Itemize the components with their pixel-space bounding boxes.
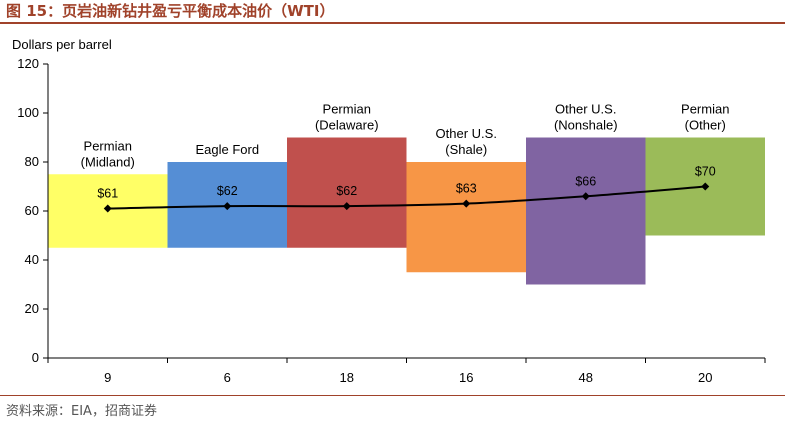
- x-tick-label: 18: [340, 370, 354, 385]
- x-tick-label: 48: [579, 370, 593, 385]
- y-tick-label: 100: [17, 105, 39, 120]
- line-marker: [701, 182, 710, 191]
- figure-title: 图 15：页岩油新钻井盈亏平衡成本油价（WTI）: [6, 2, 335, 20]
- x-tick-label: 6: [224, 370, 231, 385]
- y-tick-label: 60: [25, 203, 39, 218]
- source-note: 资料来源：EIA，招商证券: [6, 404, 157, 419]
- region-label: Permian: [84, 138, 132, 153]
- x-tick-label: 9: [104, 370, 111, 385]
- y-tick-label: 0: [32, 350, 39, 365]
- y-tick-label: 80: [25, 154, 39, 169]
- x-tick-label: 16: [459, 370, 473, 385]
- breakeven-line: [107, 185, 706, 210]
- region-label: Permian: [681, 102, 729, 117]
- range-bar: [287, 137, 407, 248]
- region-label: Other U.S.: [436, 126, 497, 141]
- line-marker: [223, 202, 232, 211]
- line-marker: [462, 199, 471, 208]
- line-marker: [581, 192, 590, 201]
- range-bar: [526, 137, 646, 285]
- line-marker: [342, 202, 351, 211]
- y-axis-label: Dollars per barrel: [12, 37, 112, 52]
- data-label: $62: [336, 184, 357, 198]
- y-tick-label: 40: [25, 252, 39, 267]
- region-label: (Midland): [81, 154, 135, 169]
- region-label: (Shale): [445, 142, 487, 157]
- data-label: $66: [575, 174, 596, 188]
- data-label: $63: [456, 182, 477, 196]
- chart: Dollars per barrel Permian(Midland)Eagle…: [12, 37, 766, 385]
- y-tick-label: 20: [25, 301, 39, 316]
- region-label: Eagle Ford: [195, 142, 259, 157]
- source-rule: [0, 395, 785, 396]
- region-label: (Nonshale): [554, 118, 618, 133]
- line-marker: [103, 204, 112, 213]
- y-tick-label: 120: [17, 56, 39, 71]
- region-label: Permian: [323, 102, 371, 117]
- region-label: (Other): [685, 118, 726, 133]
- data-label: $62: [217, 184, 238, 198]
- title-rule: [0, 22, 785, 24]
- data-label: $70: [695, 165, 716, 179]
- data-label: $61: [97, 187, 118, 201]
- region-label: (Delaware): [315, 118, 379, 133]
- x-tick-label: 20: [698, 370, 712, 385]
- range-bar: [406, 162, 526, 273]
- region-label: Other U.S.: [555, 102, 616, 117]
